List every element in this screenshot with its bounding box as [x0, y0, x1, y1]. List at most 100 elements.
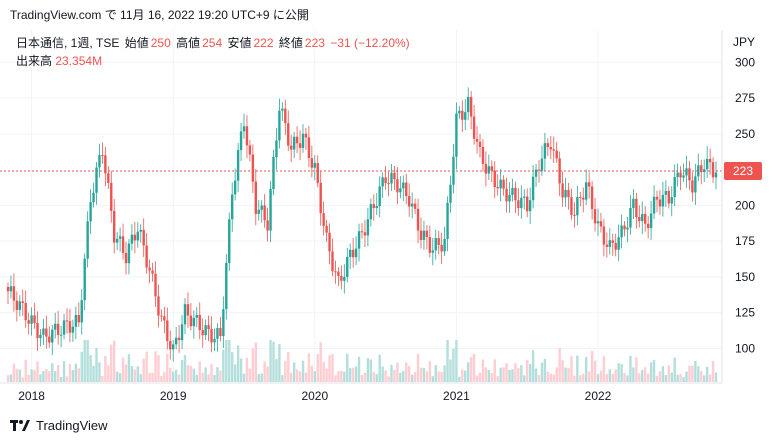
symbol-label[interactable]: 日本通信, 1週, TSE — [16, 36, 120, 50]
candle-body — [490, 166, 493, 171]
candle-body — [9, 286, 13, 292]
volume-bar — [705, 366, 709, 382]
volume-bar — [673, 357, 676, 382]
time-tick-label: 2018 — [18, 389, 45, 403]
volume-bar — [555, 367, 558, 382]
volume-bar — [18, 369, 21, 382]
candle-body — [593, 209, 597, 224]
candle-body — [172, 344, 175, 350]
candle-body — [670, 197, 673, 204]
candle-body — [98, 155, 101, 168]
volume-bar — [260, 373, 263, 382]
time-axis: 2018 2019 2020 2021 2022 — [18, 389, 611, 403]
candle-body — [635, 198, 638, 218]
price-tick-label: 300 — [735, 55, 755, 69]
volume-bar — [543, 358, 547, 382]
volume-bar — [169, 367, 172, 382]
volume-bar — [570, 356, 573, 382]
candle-body — [80, 300, 83, 323]
candle-body — [623, 225, 626, 230]
candle-body — [207, 325, 210, 330]
volume-bar — [151, 372, 154, 382]
volume-bar — [487, 369, 491, 382]
time-tick-label: 2020 — [301, 389, 328, 403]
volume-bar — [399, 372, 402, 382]
candle-body — [520, 197, 523, 209]
candle-body — [487, 166, 491, 174]
volume-bar — [472, 353, 476, 382]
candle-body — [608, 240, 611, 247]
volume-bar — [354, 366, 358, 382]
candle-body — [472, 116, 476, 139]
volume-bar — [98, 362, 101, 382]
volume-bar — [30, 369, 33, 382]
open-label: 始値 — [124, 36, 149, 50]
volume-bar — [558, 348, 561, 382]
volume-bar — [51, 363, 54, 382]
candle-body — [694, 176, 697, 193]
volume-bar — [408, 366, 411, 382]
candle-body — [284, 108, 287, 124]
volume-bar — [685, 371, 688, 382]
tradingview-logo-icon[interactable] — [10, 419, 30, 432]
volume-bar — [384, 370, 387, 382]
candle-body — [372, 204, 375, 209]
candle-body — [408, 196, 411, 207]
candle-body — [676, 172, 679, 178]
volume-bar — [154, 351, 157, 382]
candle-body — [664, 190, 668, 195]
volume-bar — [434, 365, 437, 382]
candle-body — [440, 244, 443, 252]
volume-bar — [6, 375, 10, 382]
volume-bar — [95, 347, 98, 382]
footer-brand[interactable]: TradingView — [36, 418, 108, 433]
volume-bar — [561, 360, 564, 382]
volume-bar — [646, 373, 650, 382]
candle-body — [278, 110, 281, 141]
candle-body — [652, 196, 656, 214]
candle-body — [346, 256, 349, 277]
candle-body — [617, 237, 620, 250]
close-value: 223 — [304, 36, 325, 50]
candle-body — [210, 329, 213, 343]
candle-body — [475, 138, 479, 142]
volume-bar — [499, 367, 502, 382]
candle-body — [396, 179, 399, 193]
volume-bar — [110, 344, 113, 382]
candle-body — [558, 158, 561, 184]
candle-body — [127, 243, 131, 264]
candle-body — [461, 110, 464, 120]
candle-body — [121, 236, 125, 253]
volume-bar — [284, 360, 287, 382]
volume-bar — [242, 373, 246, 382]
candle-body — [478, 141, 482, 148]
candle-body — [340, 276, 343, 281]
volume-bar — [416, 353, 420, 382]
volume-bar — [272, 341, 275, 382]
candle-body — [579, 196, 582, 198]
volume-bar — [393, 369, 396, 382]
candle-body — [349, 249, 352, 257]
candle-body — [381, 177, 384, 187]
candle-body — [469, 96, 473, 117]
volume-bar — [59, 377, 63, 382]
candle-body — [658, 199, 662, 207]
volume-bar — [71, 370, 75, 382]
candle-body — [384, 177, 387, 184]
volume-bar — [664, 374, 668, 382]
candle-body — [596, 221, 600, 224]
volume-bar — [623, 373, 626, 382]
volume-bar — [216, 367, 219, 382]
volume-bar — [316, 354, 319, 382]
candle-body — [133, 234, 137, 241]
candle-body — [95, 167, 98, 193]
volume-bar — [136, 366, 139, 382]
candle-body — [107, 173, 110, 183]
candle-body — [204, 325, 207, 336]
volume-bar — [245, 357, 249, 382]
volume-bar — [658, 371, 662, 382]
candle-body — [316, 163, 319, 183]
volume-bar — [39, 374, 42, 382]
candle-body — [242, 126, 246, 132]
